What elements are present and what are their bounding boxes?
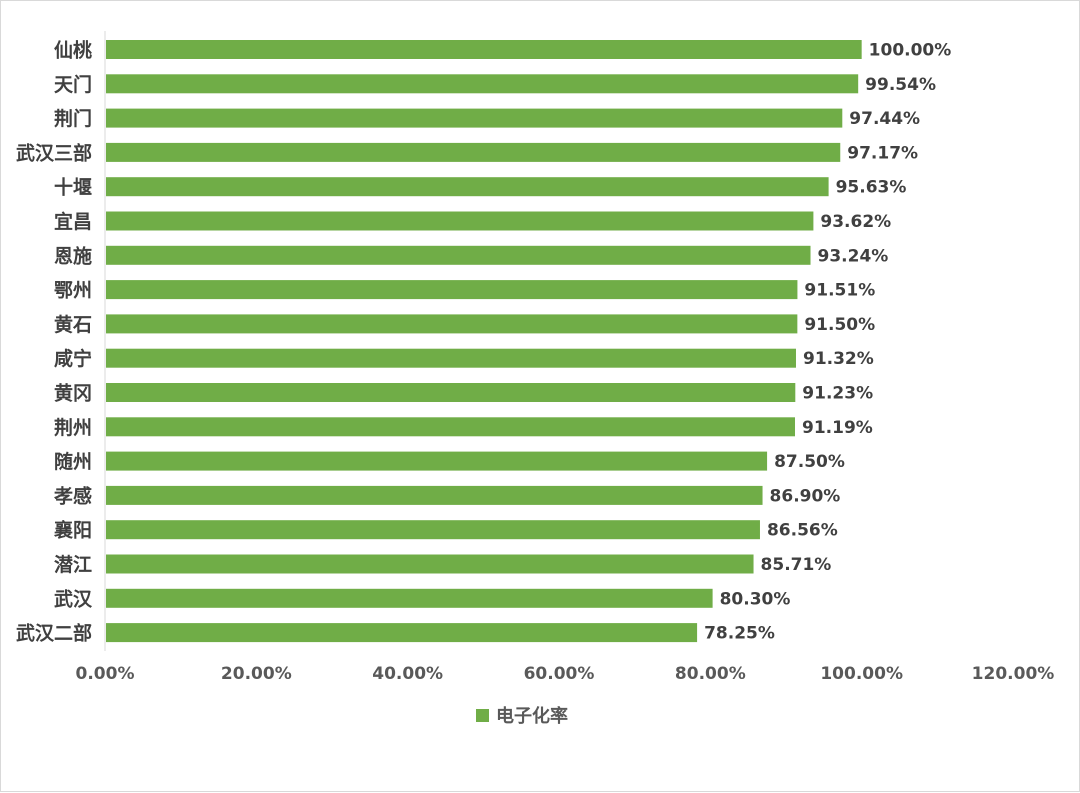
x-tick-label: 0.00% bbox=[76, 664, 135, 684]
category-label: 恩施 bbox=[54, 244, 92, 267]
bar bbox=[106, 554, 754, 574]
category-label: 武汉三部 bbox=[16, 141, 92, 164]
data-label: 97.17% bbox=[847, 143, 918, 163]
category-label: 荆州 bbox=[54, 416, 92, 439]
category-label: 黄冈 bbox=[54, 382, 92, 405]
bar bbox=[106, 485, 763, 505]
bar bbox=[106, 74, 859, 94]
bar bbox=[106, 211, 814, 231]
data-label: 100.00% bbox=[869, 41, 952, 61]
data-label: 93.62% bbox=[820, 212, 891, 232]
x-axis-tick-labels: 0.00% 20.00% 40.00% 60.00% 80.00% 100.00% 120.… bbox=[76, 664, 1055, 684]
data-label: 91.32% bbox=[803, 349, 874, 369]
category-label: 宜昌 bbox=[54, 210, 92, 233]
category-label: 武汉二部 bbox=[16, 622, 92, 645]
category-label: 黄石 bbox=[54, 313, 92, 336]
bar bbox=[106, 520, 760, 540]
legend-swatch bbox=[476, 709, 489, 722]
data-label: 91.50% bbox=[804, 315, 875, 335]
bar bbox=[106, 314, 798, 334]
data-label: 80.30% bbox=[720, 589, 791, 609]
category-label: 随州 bbox=[54, 450, 92, 473]
x-tick-label: 120.00% bbox=[972, 664, 1055, 684]
legend: 电子化率 bbox=[476, 705, 568, 727]
category-label: 孝感 bbox=[54, 484, 92, 507]
bar bbox=[106, 588, 713, 608]
category-label: 仙桃 bbox=[54, 39, 92, 62]
bar bbox=[106, 245, 811, 265]
category-label: 潜江 bbox=[54, 553, 92, 576]
x-tick-label: 100.00% bbox=[820, 664, 903, 684]
bar bbox=[106, 40, 862, 59]
legend-label: 电子化率 bbox=[496, 705, 568, 727]
data-label: 97.44% bbox=[849, 109, 920, 129]
x-tick-label: 80.00% bbox=[675, 664, 746, 684]
data-label: 95.63% bbox=[836, 178, 907, 198]
data-labels: 100.00% 99.54% 97.44% 97.17% 95.63% 93.62% 93.… bbox=[704, 41, 951, 644]
bar bbox=[106, 623, 698, 643]
data-label: 91.23% bbox=[802, 384, 873, 404]
category-label: 咸宁 bbox=[54, 347, 92, 370]
bars-layer bbox=[106, 40, 862, 643]
category-label: 十堰 bbox=[54, 176, 92, 199]
data-label: 91.19% bbox=[802, 418, 873, 438]
data-label: 86.90% bbox=[770, 486, 841, 506]
data-label: 78.25% bbox=[704, 624, 775, 644]
bar bbox=[106, 348, 796, 368]
category-label: 荆门 bbox=[54, 107, 92, 130]
data-label: 93.24% bbox=[818, 246, 889, 266]
bar bbox=[106, 108, 843, 128]
bar bbox=[106, 417, 796, 437]
x-tick-label: 20.00% bbox=[221, 664, 292, 684]
data-label: 86.56% bbox=[767, 521, 838, 541]
x-tick-label: 60.00% bbox=[524, 664, 595, 684]
category-label: 襄阳 bbox=[53, 519, 92, 542]
category-label: 鄂州 bbox=[54, 280, 92, 302]
bar bbox=[106, 451, 768, 471]
bar bbox=[106, 383, 796, 402]
category-label: 武汉 bbox=[54, 588, 93, 610]
data-label: 99.54% bbox=[865, 75, 936, 95]
data-label: 85.71% bbox=[761, 555, 832, 575]
bar bbox=[106, 177, 829, 197]
x-tick-label: 40.00% bbox=[372, 664, 443, 684]
category-label: 天门 bbox=[54, 73, 92, 96]
bar bbox=[106, 280, 798, 300]
data-label: 87.50% bbox=[774, 452, 845, 472]
bar bbox=[106, 142, 841, 162]
data-label: 91.51% bbox=[804, 281, 875, 301]
